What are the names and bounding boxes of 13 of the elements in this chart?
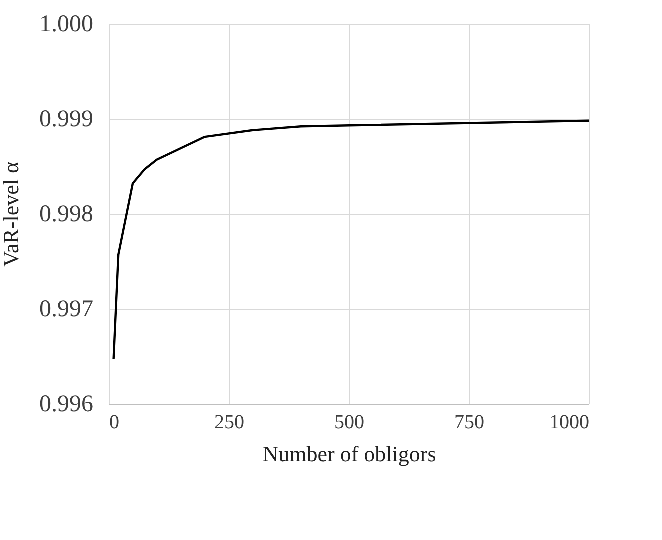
x-tick-label: 0 bbox=[110, 412, 120, 434]
x-tick-label: 500 bbox=[334, 412, 364, 434]
y-tick-label: 1.000 bbox=[40, 12, 94, 38]
x-tick-label: 750 bbox=[454, 412, 484, 434]
y-tick-label: 0.999 bbox=[40, 106, 94, 132]
y-tick-label: 0.998 bbox=[40, 202, 94, 228]
y-axis-title: VaR-level α bbox=[0, 162, 24, 267]
x-tick-label: 250 bbox=[214, 412, 244, 434]
x-tick-label: 1000 bbox=[550, 412, 590, 434]
y-tick-label: 0.997 bbox=[40, 296, 94, 322]
y-tick-label: 0.996 bbox=[40, 392, 94, 418]
x-axis-title: Number of obligors bbox=[262, 442, 436, 466]
line-series bbox=[112, 120, 590, 360]
